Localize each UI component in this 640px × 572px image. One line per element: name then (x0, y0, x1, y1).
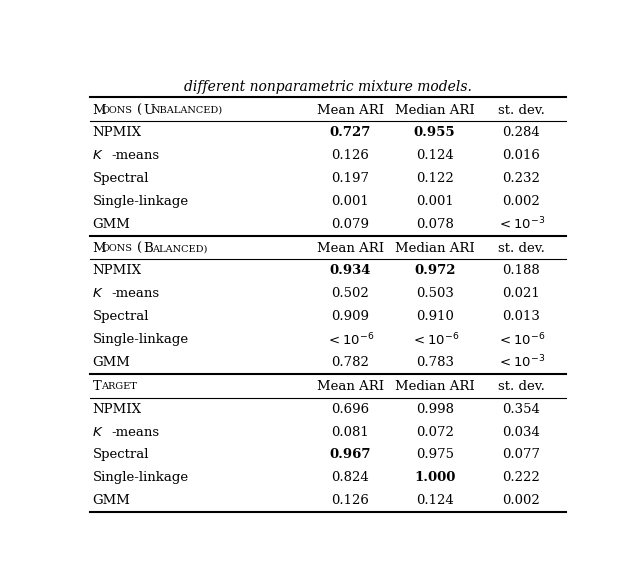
Text: 0.727: 0.727 (330, 126, 371, 139)
Text: 0.910: 0.910 (416, 310, 454, 323)
Text: ALANCED): ALANCED) (152, 244, 207, 253)
Text: GMM: GMM (92, 494, 131, 507)
Text: Single-linkage: Single-linkage (92, 471, 189, 484)
Text: GMM: GMM (92, 356, 131, 369)
Text: 0.126: 0.126 (332, 149, 369, 162)
Text: U: U (143, 104, 154, 117)
Text: 0.824: 0.824 (332, 471, 369, 484)
Text: $K$: $K$ (92, 149, 104, 162)
Text: NPMIX: NPMIX (92, 403, 141, 416)
Text: 0.197: 0.197 (332, 172, 369, 185)
Text: Mean ARI: Mean ARI (317, 104, 384, 117)
Text: 0.975: 0.975 (415, 448, 454, 462)
Text: $<10^{-3}$: $<10^{-3}$ (497, 216, 545, 232)
Text: -means: -means (111, 149, 159, 162)
Text: NPMIX: NPMIX (92, 126, 141, 139)
Text: 0.081: 0.081 (332, 426, 369, 439)
Text: GMM: GMM (92, 217, 131, 231)
Text: NBALANCED): NBALANCED) (152, 106, 223, 115)
Text: st. dev.: st. dev. (498, 242, 545, 255)
Text: B: B (143, 242, 153, 255)
Text: 0.002: 0.002 (502, 494, 540, 507)
Text: M: M (92, 104, 106, 117)
Text: st. dev.: st. dev. (498, 380, 545, 394)
Text: 0.072: 0.072 (416, 426, 454, 439)
Text: 0.001: 0.001 (332, 194, 369, 208)
Text: 0.232: 0.232 (502, 172, 540, 185)
Text: Median ARI: Median ARI (395, 380, 474, 394)
Text: (: ( (137, 104, 142, 117)
Text: 0.013: 0.013 (502, 310, 540, 323)
Text: different nonparametric mixture models.: different nonparametric mixture models. (184, 80, 472, 94)
Text: $<10^{-6}$: $<10^{-6}$ (497, 331, 545, 348)
Text: Single-linkage: Single-linkage (92, 194, 189, 208)
Text: 0.782: 0.782 (332, 356, 369, 369)
Text: 0.696: 0.696 (332, 403, 369, 416)
Text: $<10^{-6}$: $<10^{-6}$ (410, 331, 459, 348)
Text: 0.188: 0.188 (502, 264, 540, 277)
Text: OONS: OONS (101, 106, 132, 115)
Text: $<10^{-6}$: $<10^{-6}$ (326, 331, 374, 348)
Text: -means: -means (111, 287, 159, 300)
Text: Spectral: Spectral (92, 172, 149, 185)
Text: 0.503: 0.503 (416, 287, 454, 300)
Text: NPMIX: NPMIX (92, 264, 141, 277)
Text: -means: -means (111, 426, 159, 439)
Text: 0.934: 0.934 (330, 264, 371, 277)
Text: T: T (92, 380, 101, 394)
Text: 0.955: 0.955 (414, 126, 456, 139)
Text: 1.000: 1.000 (414, 471, 455, 484)
Text: 0.967: 0.967 (330, 448, 371, 462)
Text: $K$: $K$ (92, 287, 104, 300)
Text: 0.124: 0.124 (416, 149, 454, 162)
Text: Median ARI: Median ARI (395, 242, 474, 255)
Text: 0.124: 0.124 (416, 494, 454, 507)
Text: st. dev.: st. dev. (498, 104, 545, 117)
Text: Median ARI: Median ARI (395, 104, 474, 117)
Text: ARGET: ARGET (101, 383, 137, 391)
Text: 0.016: 0.016 (502, 149, 540, 162)
Text: OONS: OONS (101, 244, 132, 253)
Text: Mean ARI: Mean ARI (317, 242, 384, 255)
Text: M: M (92, 242, 106, 255)
Text: 0.998: 0.998 (415, 403, 454, 416)
Text: Spectral: Spectral (92, 448, 149, 462)
Text: (: ( (137, 242, 142, 255)
Text: 0.002: 0.002 (502, 194, 540, 208)
Text: Spectral: Spectral (92, 310, 149, 323)
Text: 0.077: 0.077 (502, 448, 540, 462)
Text: 0.021: 0.021 (502, 287, 540, 300)
Text: $<10^{-3}$: $<10^{-3}$ (497, 354, 545, 371)
Text: Single-linkage: Single-linkage (92, 333, 189, 346)
Text: 0.034: 0.034 (502, 426, 540, 439)
Text: 0.972: 0.972 (414, 264, 456, 277)
Text: 0.502: 0.502 (332, 287, 369, 300)
Text: 0.909: 0.909 (332, 310, 369, 323)
Text: 0.078: 0.078 (416, 217, 454, 231)
Text: 0.354: 0.354 (502, 403, 540, 416)
Text: 0.079: 0.079 (332, 217, 369, 231)
Text: 0.126: 0.126 (332, 494, 369, 507)
Text: 0.001: 0.001 (416, 194, 454, 208)
Text: 0.122: 0.122 (416, 172, 454, 185)
Text: 0.222: 0.222 (502, 471, 540, 484)
Text: 0.783: 0.783 (415, 356, 454, 369)
Text: Mean ARI: Mean ARI (317, 380, 384, 394)
Text: 0.284: 0.284 (502, 126, 540, 139)
Text: $K$: $K$ (92, 426, 104, 439)
